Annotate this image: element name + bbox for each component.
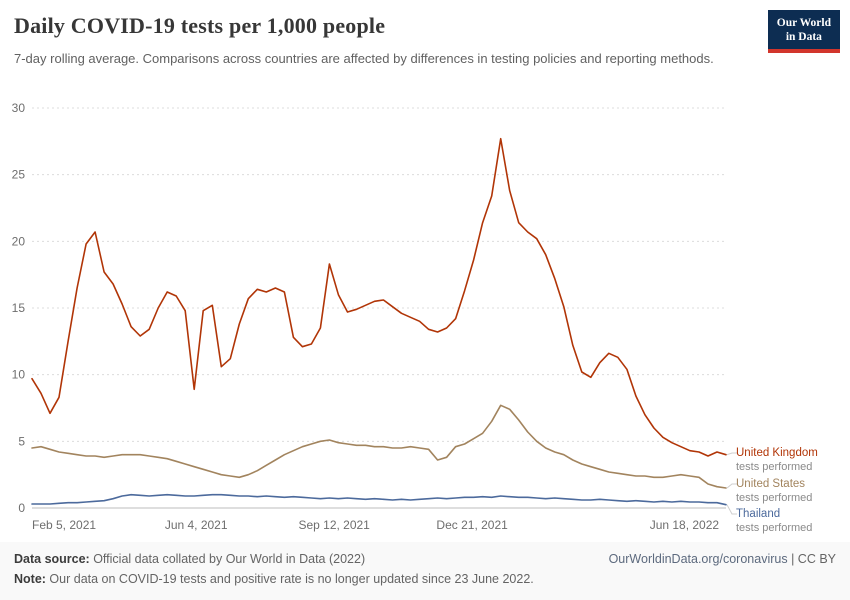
footer-separator: | [787,552,798,566]
legend-name-united-kingdom: United Kingdom [736,447,818,459]
note-label: Note: [14,572,46,586]
y-tick-label: 10 [12,368,26,382]
legend-connector [726,452,737,456]
y-tick-label: 20 [12,234,26,248]
y-tick-label: 0 [18,501,25,515]
legend-sub-thailand: tests performed [736,522,813,535]
legend-sub-united-states: tests performed [736,492,813,505]
x-tick-label: Feb 5, 2021 [32,518,96,532]
legend-connector [726,504,737,515]
y-tick-label: 30 [12,101,26,115]
x-tick-label: Dec 21, 2021 [436,518,508,532]
y-tick-label: 15 [12,301,26,315]
data-source-line: Data source: Official data collated by O… [14,552,365,566]
page-title: Daily COVID-19 tests per 1,000 people [14,13,386,38]
legend-connector [726,483,737,489]
series-line-united-states[interactable] [31,404,727,489]
chart-footer: Data source: Official data collated by O… [0,542,850,600]
line-chart: 0 5 10 15 20 25 30 Feb 5, 2021 Jun 4, 2021 Sep 12… [12,101,737,532]
owid-logo-line2: in Data [785,31,822,44]
y-tick-label: 5 [18,434,25,448]
owid-logo[interactable]: Our World in Data [767,10,840,53]
y-tick-label: 25 [12,168,26,182]
license-link[interactable]: CC BY [797,552,836,566]
legend-united-kingdom[interactable]: United Kingdom tests performed [736,446,850,475]
legend-united-states[interactable]: United States tests performed [736,477,850,506]
legend-name-thailand: Thailand [736,508,781,520]
data-source-text: Official data collated by Our World in D… [89,552,366,566]
legend-sub-united-kingdom: tests performed [736,461,813,474]
owid-logo-line1: Our World [776,17,831,29]
owid-url-link[interactable]: OurWorldinData.org/coronavirus [608,552,788,566]
x-tick-label: Jun 4, 2021 [165,518,228,532]
note-line: Note: Our data on COVID-19 tests and pos… [14,572,534,586]
x-tick-label: Jun 18, 2022 [650,518,720,532]
note-text: Our data on COVID-19 tests and positive … [45,572,534,586]
chart-subtitle: 7-day rolling average. Comparisons acros… [14,51,714,66]
legend-name-united-states: United States [736,478,806,490]
series-line-united-kingdom[interactable] [31,137,727,457]
footer-links: OurWorldinData.org/coronavirus | CC BY [609,552,836,566]
chart-legend: United Kingdom tests performed United St… [736,0,850,600]
data-source-label: Data source: [14,552,90,566]
series-line-thailand[interactable] [31,493,727,506]
x-tick-label: Sep 12, 2021 [298,518,370,532]
legend-thailand[interactable]: Thailand tests performed [736,507,850,536]
